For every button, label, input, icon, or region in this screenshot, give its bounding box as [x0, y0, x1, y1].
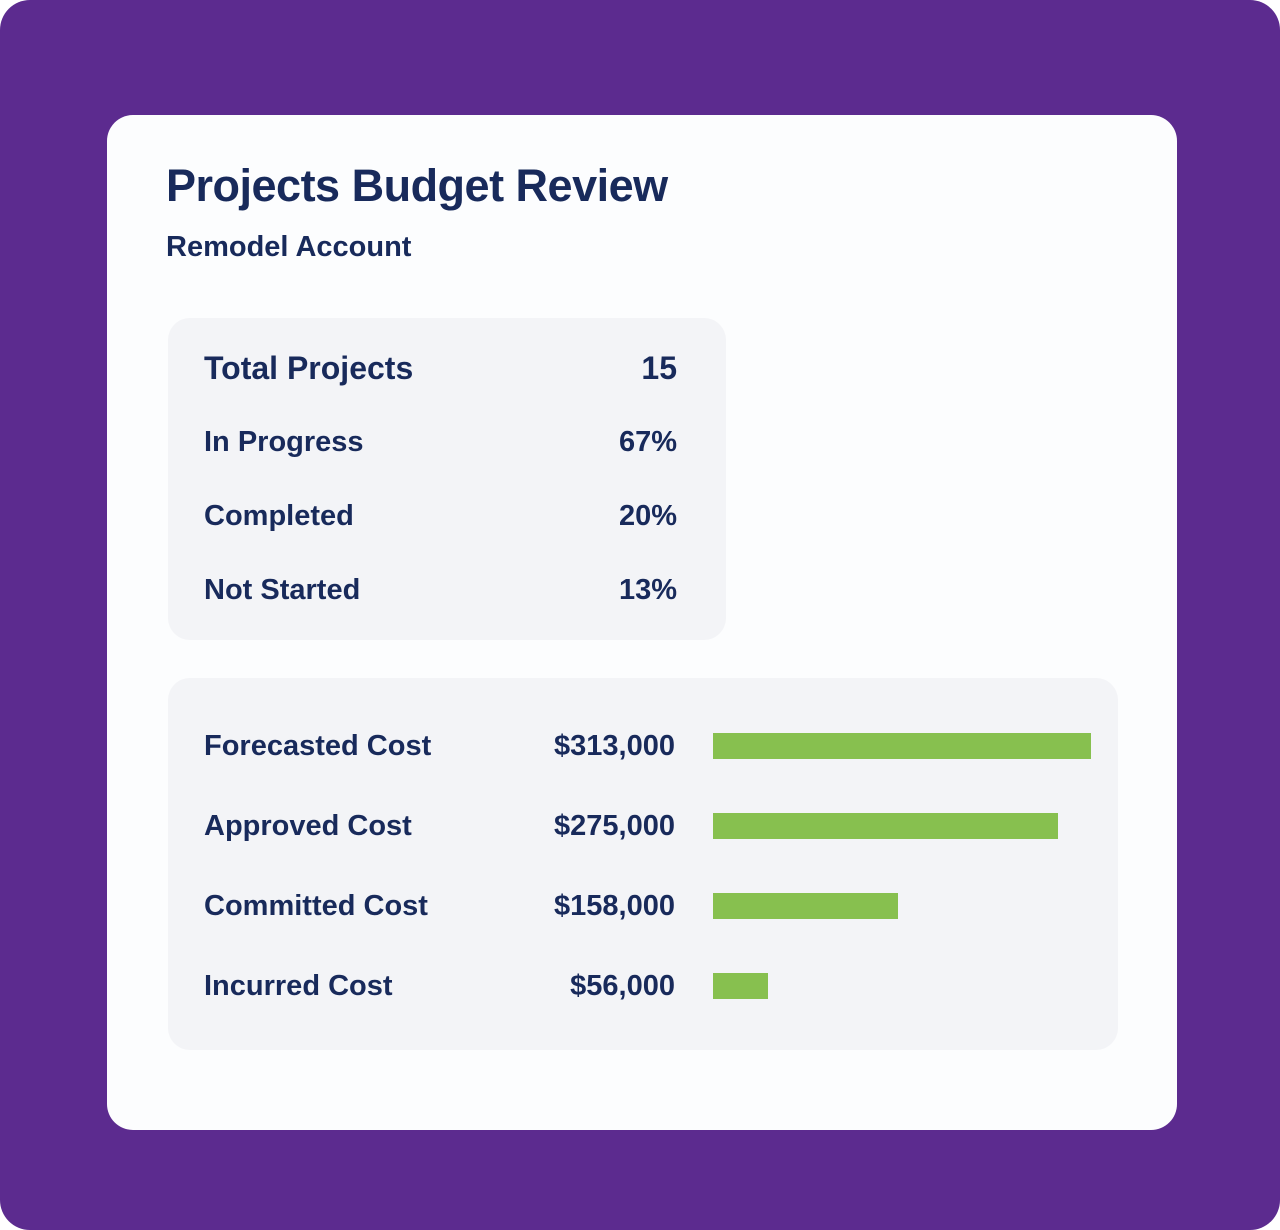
forecasted-cost-bar: [713, 733, 1091, 759]
cost-row-forecasted: Forecasted Cost $313,000: [204, 706, 1118, 786]
cost-row-incurred: Incurred Cost $56,000: [204, 946, 1118, 1026]
stats-label: Total Projects: [204, 350, 414, 386]
stats-label: In Progress: [204, 425, 364, 458]
cost-value: $158,000: [554, 889, 675, 922]
committed-cost-bar: [713, 893, 898, 919]
stats-label: Not Started: [204, 573, 361, 606]
page-title: Projects Budget Review: [166, 160, 668, 211]
cost-value: $313,000: [554, 729, 675, 762]
stats-label: Completed: [204, 499, 354, 532]
cost-row-committed: Committed Cost $158,000: [204, 866, 1118, 946]
cost-label: Forecasted Cost: [204, 729, 432, 762]
stats-row-not-started: Not Started 13%: [204, 553, 677, 627]
incurred-cost-bar: [713, 973, 768, 999]
cost-row-approved: Approved Cost $275,000: [204, 786, 1118, 866]
stats-value: 15: [641, 350, 677, 386]
cost-value: $56,000: [570, 969, 675, 1002]
stats-row-completed: Completed 20%: [204, 479, 677, 553]
project-status-panel: Total Projects 15 In Progress 67% Comple…: [168, 318, 726, 640]
account-subtitle: Remodel Account: [166, 231, 412, 263]
stats-value: 20%: [618, 499, 677, 532]
cost-value: $275,000: [554, 809, 675, 842]
cost-bar-chart-panel: Forecasted Cost $313,000 Approved Cost $…: [168, 678, 1118, 1050]
stats-value: 13%: [618, 573, 677, 606]
stats-value: 67%: [618, 425, 677, 458]
approved-cost-bar: [713, 813, 1058, 839]
budget-review-card: Projects Budget Review Remodel Account T…: [107, 115, 1177, 1130]
cost-label: Incurred Cost: [204, 969, 393, 1002]
stats-row-in-progress: In Progress 67%: [204, 405, 677, 479]
stats-row-total-projects: Total Projects 15: [204, 331, 677, 405]
cost-label: Approved Cost: [204, 809, 412, 842]
cost-label: Committed Cost: [204, 889, 428, 922]
